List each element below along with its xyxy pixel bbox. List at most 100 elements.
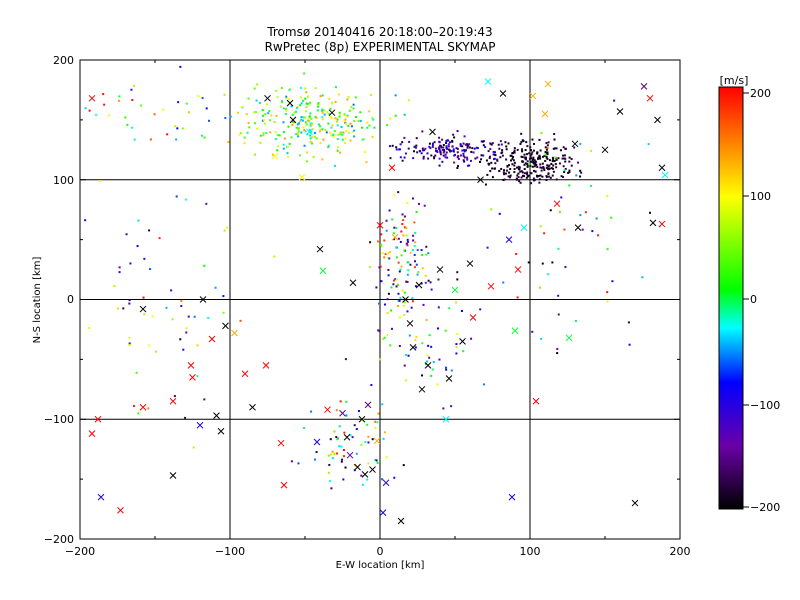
scatter-dot <box>447 145 450 148</box>
scatter-dot <box>467 164 470 167</box>
scatter-dot <box>444 329 447 332</box>
scatter-dot <box>377 329 380 332</box>
scatter-dot <box>345 400 348 403</box>
cross-marker <box>459 338 466 345</box>
scatter-dot <box>434 147 437 150</box>
scatter-dot <box>570 164 573 167</box>
scatter-dot <box>203 398 206 401</box>
scatter-dot <box>503 173 506 176</box>
cross-marker <box>97 493 105 501</box>
scatter-dot <box>445 151 448 154</box>
scatter-dot <box>387 268 390 271</box>
scatter-dot <box>406 280 409 283</box>
scatter-dot <box>455 147 458 150</box>
scatter-dot <box>441 138 444 141</box>
scatter-dot <box>559 149 562 152</box>
cross-marker <box>649 219 657 227</box>
scatter-dot <box>547 168 550 171</box>
cross-marker <box>249 403 256 411</box>
scatter-dot <box>343 431 346 434</box>
scatter-dot <box>438 147 441 150</box>
scatter-dot <box>291 120 294 123</box>
scatter-dot <box>436 383 439 386</box>
scatter-dot <box>532 156 535 159</box>
cross-marker <box>616 108 624 115</box>
scatter-dot <box>432 361 435 364</box>
scatter-dot <box>308 116 311 119</box>
scatter-dot <box>335 436 338 439</box>
scatter-dot <box>371 116 374 119</box>
scatter-dot <box>310 118 313 121</box>
scatter-dot <box>503 178 506 181</box>
scatter-dot <box>444 366 447 369</box>
scatter-dot <box>545 155 548 158</box>
scatter-dot <box>350 125 353 128</box>
scatter-dot <box>456 278 459 281</box>
scatter-dot <box>327 122 330 125</box>
scatter-dot <box>391 144 394 147</box>
scatter-dot <box>353 424 356 427</box>
scatter-dot <box>196 344 199 347</box>
scatter-dot <box>409 251 412 254</box>
scatter-dot <box>400 254 403 257</box>
scatter-dot <box>553 138 556 141</box>
scatter-dot <box>446 147 449 150</box>
scatter-dot <box>499 140 502 143</box>
scatter-dot <box>414 241 417 244</box>
scatter-dot <box>512 159 515 162</box>
scatter-dot <box>438 358 441 361</box>
scatter-dot <box>505 145 508 148</box>
scatter-dot <box>516 166 519 169</box>
scatter-dot <box>269 119 272 122</box>
scatter-dot <box>309 137 312 140</box>
scatter-dot <box>347 96 350 99</box>
scatter-dot <box>387 274 390 277</box>
scatter-dot <box>523 153 526 156</box>
cross-marker <box>520 224 528 232</box>
scatter-dot <box>517 165 520 168</box>
scatter-dot <box>520 170 523 173</box>
cross-marker <box>222 322 229 330</box>
scatter-dot <box>341 133 344 136</box>
scatter-dot <box>177 101 180 104</box>
scatter-dot <box>414 260 417 263</box>
scatter-dot <box>532 169 535 172</box>
scatter-dot <box>95 113 98 116</box>
scatter-dot <box>368 110 371 113</box>
scatter-dot <box>525 141 528 144</box>
scatter-dot <box>406 273 409 276</box>
scatter-dot <box>480 140 483 143</box>
scatter-dot <box>315 137 318 140</box>
scatter-dot <box>99 180 102 183</box>
scatter-dot <box>462 159 465 162</box>
scatter-dot <box>274 138 277 141</box>
scatter-dot <box>453 136 456 139</box>
cross-marker <box>217 427 225 435</box>
scatter-dot <box>431 145 434 148</box>
scatter-dot <box>452 148 455 151</box>
scatter-dot <box>537 157 540 160</box>
scatter-dot <box>394 278 397 281</box>
scatter-dot <box>476 156 479 159</box>
scatter-dot <box>480 154 483 157</box>
scatter-dot <box>135 371 138 374</box>
x-tick-label: 0 <box>377 545 384 558</box>
scatter-dot <box>304 116 307 119</box>
scatter-dot <box>133 84 136 87</box>
scatter-dot <box>407 261 410 264</box>
scatter-dot <box>309 134 312 137</box>
scatter-dot <box>339 151 342 154</box>
scatter-dot <box>459 144 462 147</box>
cross-marker <box>316 245 324 253</box>
scatter-dot <box>329 453 332 456</box>
scatter-dot <box>273 255 276 258</box>
scatter-dot <box>535 163 538 166</box>
scatter-dot <box>174 125 177 128</box>
scatter-dot <box>466 146 469 149</box>
scatter-dot <box>438 141 441 144</box>
scatter-dot <box>200 134 203 137</box>
scatter-dot <box>529 154 532 157</box>
scatter-dot <box>541 175 544 178</box>
scatter-dot <box>554 156 557 159</box>
scatter-dot <box>516 148 519 151</box>
